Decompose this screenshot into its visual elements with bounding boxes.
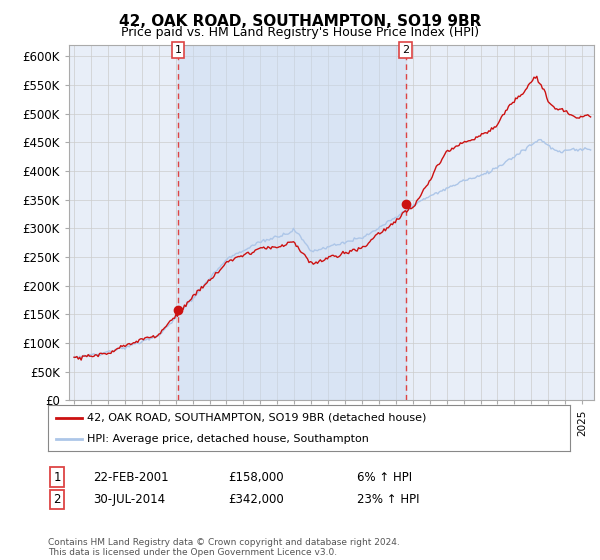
Text: 30-JUL-2014: 30-JUL-2014 xyxy=(93,493,165,506)
Bar xyxy=(178,45,406,400)
Text: £342,000: £342,000 xyxy=(228,493,284,506)
Text: 6% ↑ HPI: 6% ↑ HPI xyxy=(357,470,412,484)
Text: Price paid vs. HM Land Registry's House Price Index (HPI): Price paid vs. HM Land Registry's House … xyxy=(121,26,479,39)
Text: 1: 1 xyxy=(53,470,61,484)
Text: Contains HM Land Registry data © Crown copyright and database right 2024.
This d: Contains HM Land Registry data © Crown c… xyxy=(48,538,400,557)
Text: HPI: Average price, detached house, Southampton: HPI: Average price, detached house, Sout… xyxy=(87,435,369,444)
Text: 1: 1 xyxy=(175,45,181,55)
Text: 42, OAK ROAD, SOUTHAMPTON, SO19 9BR: 42, OAK ROAD, SOUTHAMPTON, SO19 9BR xyxy=(119,14,481,29)
Text: 2: 2 xyxy=(402,45,409,55)
Text: 22-FEB-2001: 22-FEB-2001 xyxy=(93,470,169,484)
Text: £158,000: £158,000 xyxy=(228,470,284,484)
Text: 42, OAK ROAD, SOUTHAMPTON, SO19 9BR (detached house): 42, OAK ROAD, SOUTHAMPTON, SO19 9BR (det… xyxy=(87,413,427,423)
Text: 23% ↑ HPI: 23% ↑ HPI xyxy=(357,493,419,506)
Text: 2: 2 xyxy=(53,493,61,506)
